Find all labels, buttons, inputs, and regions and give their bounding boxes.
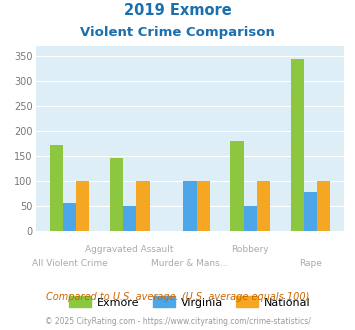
Bar [304, 192, 317, 231]
Text: Violent Crime Comparison: Violent Crime Comparison [80, 26, 275, 39]
Bar [230, 141, 244, 231]
Bar [63, 203, 76, 231]
Bar [110, 158, 123, 231]
Bar [76, 181, 89, 231]
Bar [317, 181, 330, 231]
Bar [257, 181, 270, 231]
Bar [123, 206, 136, 231]
Bar [50, 145, 63, 231]
Text: Aggravated Assault: Aggravated Assault [86, 245, 174, 254]
Text: Rape: Rape [299, 259, 322, 268]
Bar [244, 206, 257, 231]
Legend: Exmore, Virginia, National: Exmore, Virginia, National [65, 292, 315, 312]
Text: Robbery: Robbery [231, 245, 269, 254]
Bar [197, 181, 210, 231]
Text: 2019 Exmore: 2019 Exmore [124, 3, 231, 18]
Bar [290, 59, 304, 231]
Bar [136, 181, 149, 231]
Text: © 2025 CityRating.com - https://www.cityrating.com/crime-statistics/: © 2025 CityRating.com - https://www.city… [45, 317, 310, 326]
Bar [183, 181, 197, 231]
Text: Compared to U.S. average. (U.S. average equals 100): Compared to U.S. average. (U.S. average … [46, 292, 309, 302]
Text: All Violent Crime: All Violent Crime [32, 259, 107, 268]
Text: Murder & Mans...: Murder & Mans... [151, 259, 229, 268]
